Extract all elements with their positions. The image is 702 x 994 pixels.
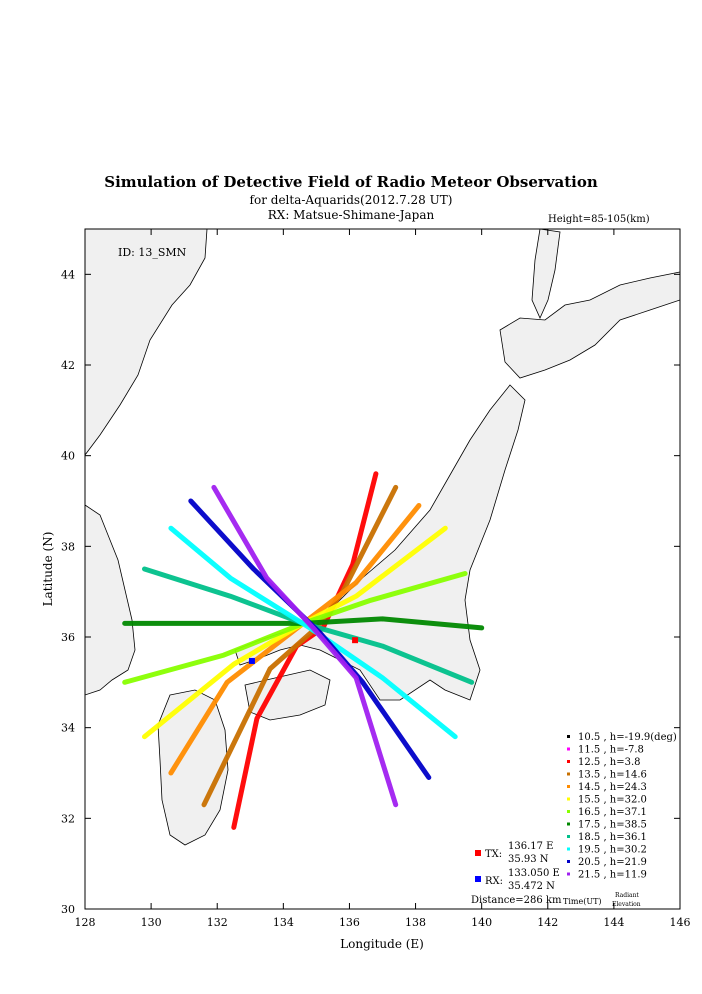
series-track-21.5 — [211, 484, 399, 808]
legend-entry-17.5: 17.5 , h=38.5 — [578, 820, 647, 831]
tx-info-lon: 136.17 E — [508, 841, 553, 852]
tx-station-marker — [352, 637, 359, 644]
legend-swatch-18.5 — [567, 835, 570, 838]
legend-swatch-17.5 — [567, 822, 570, 826]
y-axis-label: Latitude (N) — [41, 532, 55, 607]
y-tick-label: 42 — [61, 359, 75, 372]
x-tick-label: 144 — [603, 916, 624, 929]
legend-entry-19.5: 19.5 , h=30.2 — [578, 845, 647, 856]
legend-swatch-16.5 — [567, 810, 570, 813]
legend-entry-21.5: 21.5 , h=11.9 — [578, 870, 647, 881]
tx-info-swatch — [475, 850, 481, 856]
x-axis-label: Longitude (E) — [340, 937, 424, 951]
x-tick-label: 140 — [471, 916, 492, 929]
chart-title: Simulation of Detective Field of Radio M… — [104, 173, 598, 191]
y-tick-label: 36 — [61, 631, 75, 644]
plot-frame — [84, 228, 681, 910]
series-layer — [122, 471, 485, 830]
stations-layer — [248, 637, 359, 664]
legend-entry-14.5: 14.5 , h=24.3 — [578, 782, 647, 793]
chart-subtitle: for delta-Aquarids(2012.7.28 UT) — [249, 193, 453, 207]
legend-entry-15.5: 15.5 , h=32.0 — [578, 795, 647, 806]
legend-entry-13.5: 13.5 , h=14.6 — [578, 770, 647, 781]
x-tick-label: 142 — [537, 916, 558, 929]
rx-info-label: RX: — [485, 876, 503, 887]
legend-swatch-13.5 — [567, 772, 570, 776]
honshu-island — [234, 384, 526, 701]
x-tick-label: 130 — [141, 916, 162, 929]
rx-location-subtitle: RX: Matsue-Shimane-Japan — [267, 208, 435, 222]
tx-info-label: TX: — [485, 849, 502, 860]
legend-entry-10.5: 10.5 , h=-19.9(deg) — [578, 732, 677, 743]
rx-info-lat: 35.472 N — [508, 881, 555, 892]
continent-landmass — [84, 228, 208, 457]
legend-swatch-15.5 — [567, 797, 570, 801]
x-tick-label: 134 — [273, 916, 294, 929]
legend-swatch-12.5 — [567, 760, 570, 763]
y-tick-label: 44 — [61, 268, 75, 281]
legend-entry-16.5: 16.5 , h=37.1 — [578, 807, 647, 818]
rx-info-swatch — [475, 876, 481, 882]
legend: 10.5 , h=-19.9(deg) 11.5 , h=-7.812.5 , h… — [471, 732, 677, 908]
rx-station-marker — [248, 657, 255, 664]
legend-entry-12.5: 12.5 , h=3.8 — [578, 757, 641, 768]
axis-ticks: 128 130 132 134 136 138 140 142 144 146 30 32 34 36 38… — [61, 229, 691, 929]
tx-info-lat: 35.93 N — [508, 854, 549, 865]
legend-swatch-10.5 — [567, 735, 570, 738]
legend-swatch-14.5 — [567, 785, 570, 788]
rx-info-lon: 133.050 E — [508, 868, 560, 879]
x-tick-label: 128 — [75, 916, 96, 929]
legend-time-label: Time(UT) — [563, 897, 602, 906]
y-tick-label: 30 — [61, 903, 75, 916]
legend-entry-20.5: 20.5 , h=21.9 — [578, 857, 647, 868]
height-label: Height=85-105(km) — [548, 214, 650, 225]
y-tick-label: 40 — [61, 450, 75, 463]
legend-elevation-label: Elevation — [612, 901, 641, 908]
legend-swatch-21.5 — [567, 872, 570, 876]
legend-radiant-label: Radiant — [615, 892, 639, 899]
id-label: ID: 13_SMN — [118, 246, 187, 259]
legend-swatch-11.5 — [567, 747, 570, 751]
x-tick-label: 132 — [207, 916, 228, 929]
x-tick-label: 136 — [339, 916, 360, 929]
y-tick-label: 34 — [61, 722, 75, 735]
sakhalin-island — [531, 228, 561, 319]
legend-swatch-19.5 — [567, 847, 570, 851]
land-masses — [84, 228, 681, 846]
x-tick-label: 146 — [670, 916, 691, 929]
y-tick-label: 32 — [61, 812, 75, 825]
legend-entry-18.5: 18.5 , h=36.1 — [578, 832, 647, 843]
y-tick-label: 38 — [61, 540, 75, 553]
x-tick-label: 138 — [405, 916, 426, 929]
legend-entry-11.5: 11.5 , h=-7.8 — [578, 745, 644, 756]
korea-peninsula — [84, 504, 136, 696]
distance-label: Distance=286 km — [471, 895, 562, 906]
legend-swatch-20.5 — [567, 860, 570, 863]
